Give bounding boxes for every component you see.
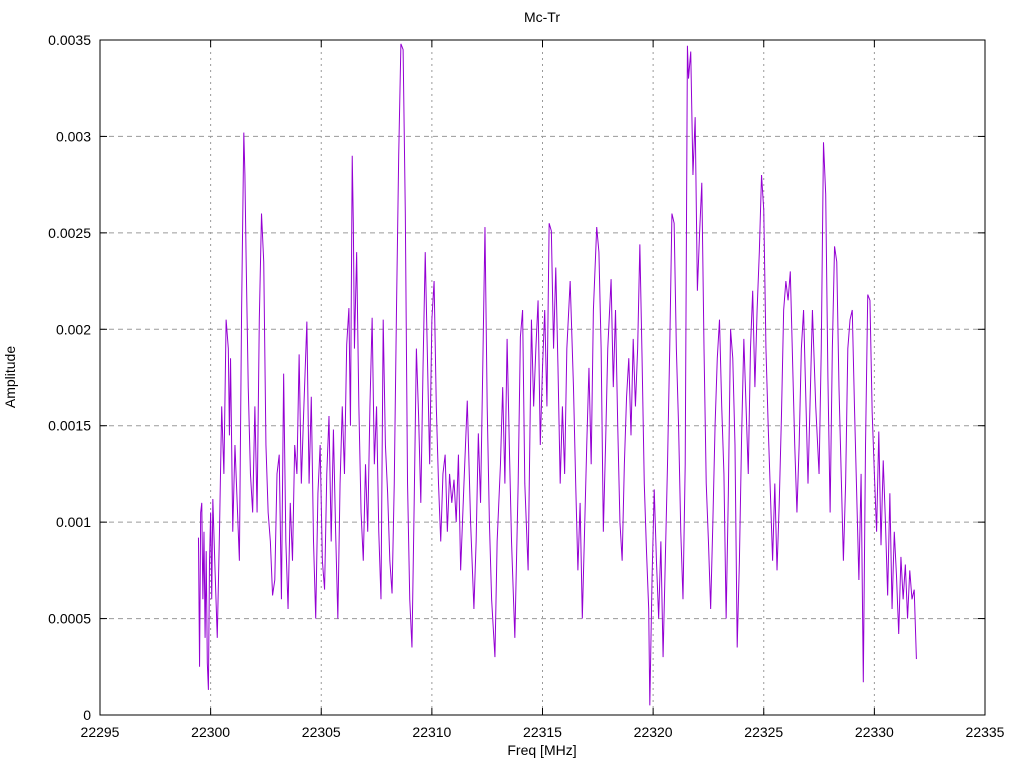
axes xyxy=(99,39,986,716)
x-tick-label: 22325 xyxy=(744,724,783,740)
tick-labels: 22295 22300 22305 22310 22315 22320 22325 22330… xyxy=(48,32,1005,740)
y-tick-label: 0.001 xyxy=(56,514,91,530)
y-axis-label: Amplitude xyxy=(2,346,18,408)
x-tick-label: 22335 xyxy=(966,724,1005,740)
x-tick-label: 22295 xyxy=(81,724,120,740)
x-tick-label: 22300 xyxy=(191,724,230,740)
plot-border xyxy=(99,39,986,716)
chart-title: Mc-Tr xyxy=(524,9,560,25)
x-tick-label: 22320 xyxy=(634,724,673,740)
y-tick-label: 0.0015 xyxy=(48,418,91,434)
spectrum-trace xyxy=(197,43,917,706)
y-tick-label: 0.003 xyxy=(56,128,91,144)
x-tick-label: 22330 xyxy=(855,724,894,740)
y-tick-label: 0 xyxy=(83,707,91,723)
y-tick-label: 0.002 xyxy=(56,321,91,337)
x-axis-label: Freq [MHz] xyxy=(507,742,576,758)
y-tick-label: 0.0005 xyxy=(48,611,91,627)
x-tick-label: 22305 xyxy=(302,724,341,740)
data-series xyxy=(197,43,917,706)
y-tick-label: 0.0035 xyxy=(48,32,91,48)
x-tick-label: 22310 xyxy=(412,724,451,740)
y-tick-label: 0.0025 xyxy=(48,225,91,241)
x-tick-label: 22315 xyxy=(523,724,562,740)
